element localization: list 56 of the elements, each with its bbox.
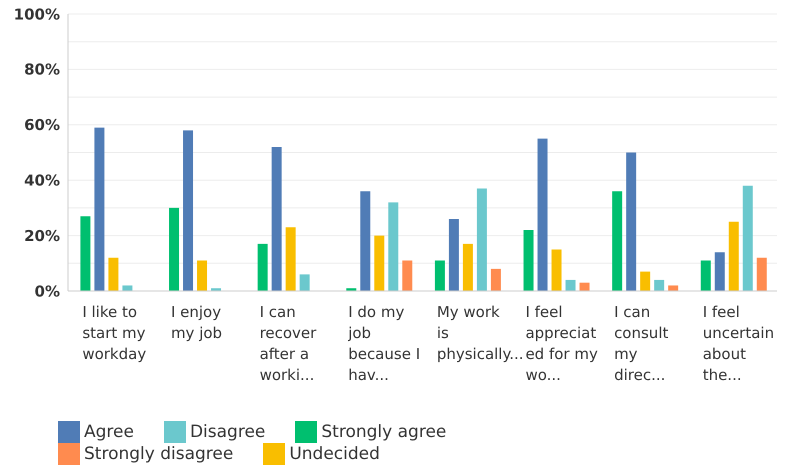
x-tick-label: I do my job because I hav... (347, 303, 420, 384)
legend-label: Strongly agree (321, 422, 446, 442)
y-tick-label: 100% (14, 5, 60, 24)
bar (742, 186, 753, 291)
bar (211, 288, 222, 291)
bar (122, 285, 132, 291)
bar (434, 260, 445, 291)
legend-label: Agree (84, 422, 134, 442)
bar (580, 282, 590, 291)
bar (552, 249, 562, 291)
bar (668, 285, 678, 291)
bar (388, 202, 398, 291)
x-tick-label: My work is physically... (436, 303, 524, 363)
bar (300, 274, 310, 291)
bar (94, 128, 104, 291)
bar (272, 146, 282, 291)
bar (448, 218, 459, 291)
bar (524, 230, 534, 291)
bar (197, 260, 208, 291)
legend-label: Undecided (289, 444, 380, 464)
bar (169, 208, 180, 291)
y-tick-label: 0% (34, 282, 60, 300)
bar (640, 272, 650, 291)
bar (258, 244, 268, 291)
bar (183, 130, 194, 291)
bar (714, 252, 725, 291)
bar (286, 227, 296, 291)
bar (490, 268, 501, 291)
legend-label: Strongly disagree (84, 444, 234, 464)
bar (80, 216, 90, 291)
bar (402, 260, 412, 291)
bar (756, 258, 767, 291)
x-tick-label: I like to start my workday (82, 303, 146, 363)
bar (346, 288, 356, 291)
y-tick-label: 80% (24, 60, 60, 79)
bar (700, 260, 711, 291)
bar (626, 152, 636, 291)
x-tick-label: I feel appreciated for my wo... (525, 303, 598, 384)
legend-label: Disagree (190, 422, 266, 442)
y-tick-label: 20% (24, 226, 60, 245)
bar (462, 244, 473, 291)
bar (360, 191, 370, 291)
bar (476, 188, 487, 291)
x-tick-label: I enjoy my job (170, 303, 222, 342)
bar (612, 191, 622, 291)
x-tick-label: I can recover after a worki... (260, 303, 318, 384)
y-tick-label: 60% (24, 116, 60, 134)
bar (538, 138, 548, 291)
y-tick-label: 40% (24, 172, 60, 190)
x-tick-label: I feel uncertain about the... (702, 303, 774, 384)
bar (654, 280, 664, 291)
bar (374, 236, 384, 291)
bar (108, 258, 118, 291)
bar (566, 280, 576, 291)
bar (728, 222, 739, 291)
x-tick-label: I can consult my direc... (614, 303, 668, 384)
